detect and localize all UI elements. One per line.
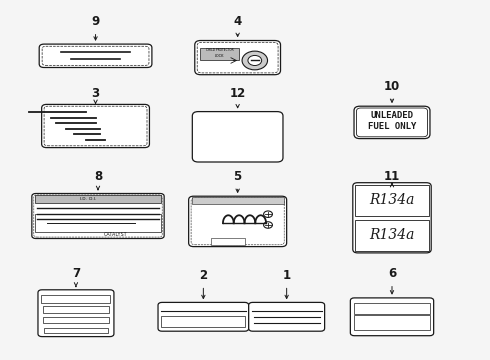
Text: 6: 6 xyxy=(388,267,396,280)
Text: 5: 5 xyxy=(234,170,242,183)
Text: CHILD PROTECTOR: CHILD PROTECTOR xyxy=(206,48,233,52)
Bar xyxy=(355,185,429,216)
FancyBboxPatch shape xyxy=(32,194,164,238)
Text: FUEL ONLY: FUEL ONLY xyxy=(368,122,416,131)
Bar xyxy=(354,303,430,314)
FancyBboxPatch shape xyxy=(158,302,249,331)
Bar xyxy=(43,306,109,313)
Circle shape xyxy=(248,55,262,66)
Text: 12: 12 xyxy=(229,87,246,100)
Text: R134a: R134a xyxy=(369,228,415,242)
FancyBboxPatch shape xyxy=(354,106,430,139)
Bar xyxy=(35,195,161,203)
FancyBboxPatch shape xyxy=(39,44,152,68)
Text: 11: 11 xyxy=(384,170,400,183)
Text: UNLEADED: UNLEADED xyxy=(370,111,414,120)
Bar xyxy=(43,317,109,323)
Bar xyxy=(413,324,428,330)
Text: I.D.  D.I.: I.D. D.I. xyxy=(80,197,96,201)
Text: 4: 4 xyxy=(234,15,242,28)
Bar xyxy=(41,295,110,303)
Bar xyxy=(192,197,284,204)
Bar xyxy=(354,315,430,330)
FancyBboxPatch shape xyxy=(42,104,149,148)
Bar xyxy=(355,220,429,251)
Text: 10: 10 xyxy=(384,80,400,93)
FancyBboxPatch shape xyxy=(248,302,324,331)
Text: 2: 2 xyxy=(199,269,207,282)
FancyBboxPatch shape xyxy=(38,290,114,337)
Bar xyxy=(211,238,245,245)
FancyBboxPatch shape xyxy=(192,112,283,162)
Bar xyxy=(161,316,245,327)
Bar xyxy=(44,328,108,333)
Text: 3: 3 xyxy=(92,87,99,100)
Text: 7: 7 xyxy=(72,267,80,280)
Bar xyxy=(35,214,161,232)
Text: 9: 9 xyxy=(92,15,99,28)
Text: 8: 8 xyxy=(94,170,102,183)
Text: LOCK: LOCK xyxy=(215,54,224,58)
FancyBboxPatch shape xyxy=(189,196,287,247)
FancyBboxPatch shape xyxy=(350,298,434,336)
Circle shape xyxy=(242,51,268,70)
FancyBboxPatch shape xyxy=(353,183,431,253)
Text: 1: 1 xyxy=(283,269,291,282)
Text: R134a: R134a xyxy=(369,193,415,207)
FancyBboxPatch shape xyxy=(195,40,280,75)
Text: CATALYST: CATALYST xyxy=(103,232,127,237)
Bar xyxy=(200,48,239,60)
